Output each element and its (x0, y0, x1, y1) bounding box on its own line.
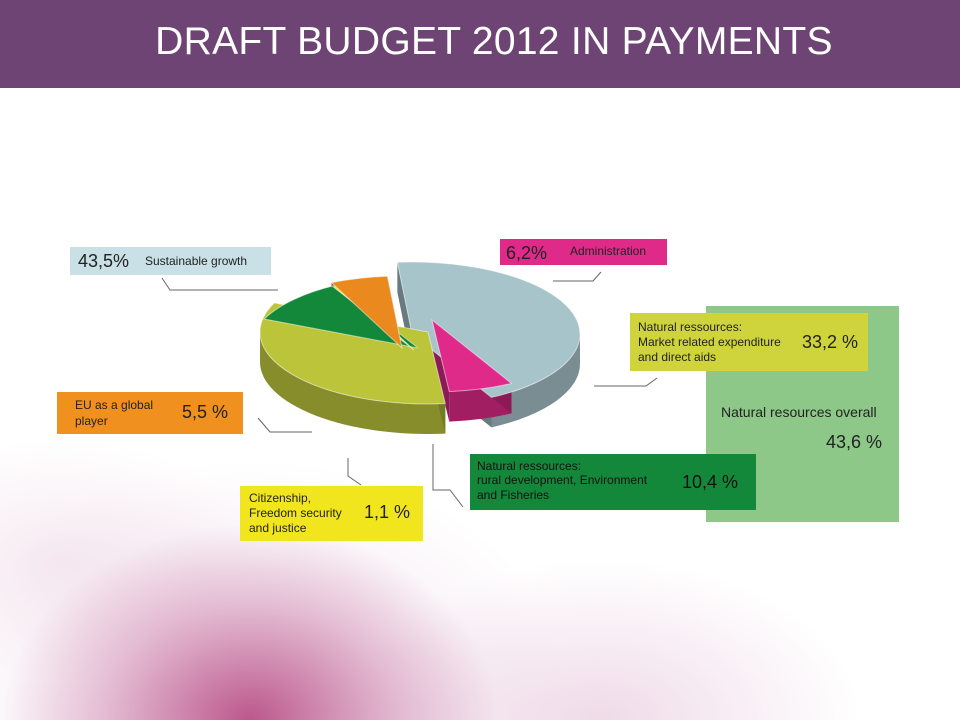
leader-citizen (347, 458, 362, 486)
value-global: 5,5 % (182, 402, 229, 422)
pie-slice-rural (263, 284, 419, 349)
pie-slice-market (259, 302, 446, 405)
label-sustainable-growth: 43,5% Sustainable growth (70, 247, 271, 275)
text-admin: Administration (570, 244, 647, 258)
text-global-1: EU as a global (75, 398, 154, 412)
pie-slice-sustainable (396, 261, 581, 398)
leader-rural (432, 444, 464, 508)
leader-market (594, 377, 658, 387)
text-market-2: Market related expenditure (638, 335, 781, 349)
text-citizen-3: and justice (249, 521, 307, 535)
label-market-related: Natural ressources: Market related expen… (630, 313, 868, 371)
text-sustainable: Sustainable growth (145, 254, 248, 268)
overall-label: Natural resources overall (721, 404, 877, 420)
pie-slice-admin (431, 318, 513, 393)
pie-side-market (260, 332, 446, 434)
leader-global (257, 417, 312, 433)
pie-side-sustainable (491, 334, 580, 428)
leader-admin (553, 271, 602, 282)
text-market-3: and direct aids (638, 350, 717, 364)
label-administration: 6,2% Administration (500, 239, 667, 265)
title-bar: DRAFT BUDGET 2012 IN PAYMENTS (0, 0, 960, 88)
leader-lines (161, 271, 658, 508)
pie-tops (259, 261, 581, 405)
value-citizen: 1,1 % (364, 502, 411, 522)
text-rural-2: rural development, Environment (477, 473, 648, 487)
value-admin: 6,2% (506, 243, 548, 263)
value-rural: 10,4 % (682, 472, 739, 492)
pie-slice-global (330, 275, 403, 350)
text-rural-3: and Fisheries (477, 488, 550, 502)
page-title: DRAFT BUDGET 2012 IN PAYMENTS (155, 20, 833, 63)
text-rural-1: Natural ressources: (477, 459, 582, 473)
leader-sustainable (161, 277, 278, 291)
text-market-1: Natural ressources: (638, 320, 743, 334)
label-eu-global: EU as a global player 5,5 % (57, 392, 243, 434)
value-sustainable: 43,5% (78, 251, 130, 271)
overall-value: 43,6 % (826, 432, 883, 452)
text-citizen-1: Citizenship, (249, 491, 312, 505)
label-rural-development: Natural ressources: rural development, E… (470, 454, 756, 510)
text-global-2: player (75, 414, 108, 428)
text-citizen-2: Freedom security (249, 506, 342, 520)
value-market: 33,2 % (802, 332, 859, 352)
label-citizenship: Citizenship, Freedom security and justic… (240, 486, 423, 541)
